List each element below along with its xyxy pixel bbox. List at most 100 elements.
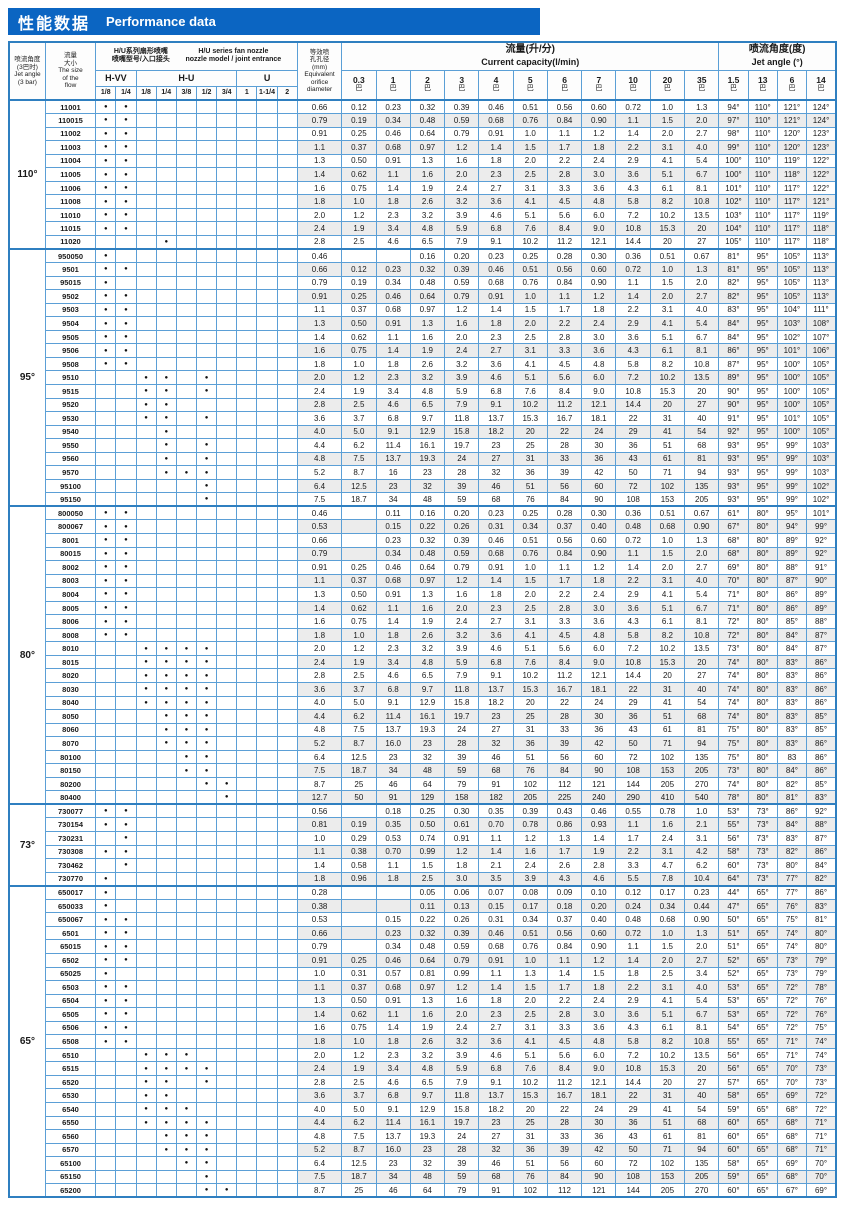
dot-cell-empty <box>195 99 218 115</box>
capacity-cell: 22 <box>546 1101 583 1117</box>
capacity-cell: 3.2 <box>444 194 480 209</box>
capacity-cell: 14.4 <box>615 1074 651 1090</box>
jet-angle-cell: 72° <box>806 1088 837 1103</box>
dot-cell-empty <box>236 952 258 968</box>
capacity-cell: 0.91 <box>478 560 514 575</box>
dot-cell-empty <box>236 424 258 440</box>
capacity-cell: 1.4 <box>375 180 411 196</box>
dot-cell-empty <box>236 980 258 995</box>
dot-cell-empty <box>155 763 177 778</box>
table-row: 8003 ● ● 1.1 0.37 0.68 0.97 1.2 1.4 1.5 1.7 1.8 2.2 3… <box>9 573 837 589</box>
capacity-cell: 0.55 <box>615 803 651 819</box>
dot-cell-empty <box>155 871 177 887</box>
jet-angle-cell: 73° <box>776 952 808 968</box>
table-row: 9570 ● ● ● 5.2 8.7 16 23 28 32 36 39 42 50 71 94 93° 95° 9… <box>9 465 837 480</box>
table-row: 650067 ● ● 0.53 0.15 0.22 0.26 0.31 0.34 0.37 0.40… <box>9 912 837 927</box>
capacity-cell: 0.64 <box>409 560 446 575</box>
capacity-cell: 0.78 <box>649 803 686 819</box>
capacity-cell: 19.7 <box>444 709 480 724</box>
capacity-cell: 0.97 <box>409 140 446 155</box>
capacity-cell: 1.4 <box>615 952 651 968</box>
model-cell: 8040 <box>44 695 97 711</box>
jet-angle-cell: 75° <box>806 1020 837 1036</box>
capacity-cell: 0.34 <box>375 113 411 128</box>
jet-angle-cell: 65° <box>747 1088 778 1103</box>
capacity-cell: 15.3 <box>649 384 686 399</box>
capacity-cell: 0.46 <box>478 262 514 277</box>
jet-angle-cell: 65° <box>747 1020 778 1036</box>
capacity-cell: 0.16 <box>409 505 446 521</box>
capacity-cell: 48 <box>409 1169 446 1185</box>
capacity-cell: 3.7 <box>341 1088 377 1103</box>
capacity-cell: 32 <box>409 749 446 765</box>
dot-cell-empty <box>276 329 298 345</box>
jet-angle-cell: 67° <box>776 1183 808 1198</box>
dot-cell-empty <box>135 912 157 927</box>
model-cell: 8008 <box>44 627 97 643</box>
dot-cell-empty <box>236 1156 258 1171</box>
capacity-cell: 24 <box>581 424 617 440</box>
connection-dot: ● <box>95 614 117 629</box>
pressure-col-header-unit: 巴 <box>423 85 431 93</box>
dot-cell-empty <box>256 627 278 643</box>
capacity-cell: 20 <box>649 668 686 683</box>
capacity-cell: 2.4 <box>581 316 617 331</box>
capacity-cell: 3.1 <box>649 844 686 860</box>
capacity-cell: 1.3 <box>409 993 446 1009</box>
capacity-cell: 1.0 <box>649 925 686 941</box>
table-row: 9504 ● ● 1.3 0.50 0.91 1.3 1.6 1.8 2.0 2.2 2.4 2.9 4.… <box>9 316 837 331</box>
dot-cell-empty <box>155 884 177 900</box>
dot-cell-empty <box>135 858 157 873</box>
connection-dot: ● <box>115 831 137 846</box>
jet-angle-cell: 84° <box>776 817 808 833</box>
orifice-en-3: diameter <box>306 86 333 93</box>
capacity-cell: 2.7 <box>684 126 720 142</box>
jet-angle-cell: 105° <box>718 234 749 250</box>
dot-cell-empty <box>236 600 258 616</box>
connection-dot: ● <box>135 1047 157 1063</box>
capacity-cell: 2.2 <box>546 587 583 602</box>
capacity-cell: 2.2 <box>615 302 651 318</box>
capacity-cell: 0.29 <box>341 831 377 846</box>
capacity-cell: 28 <box>546 438 583 453</box>
capacity-cell: 10.8 <box>615 1061 651 1076</box>
connection-dot: ● <box>95 505 117 521</box>
capacity-cell: 1.7 <box>546 302 583 318</box>
jet-angle-cell: 56° <box>718 1061 749 1076</box>
dot-cell-empty <box>175 451 197 467</box>
jet-angle-cell: 80° <box>806 939 837 954</box>
table-row: 110015 ● ● 0.79 0.19 0.34 0.48 0.59 0.68 0.76 0.84… <box>9 113 837 128</box>
jet-angle-cell: 107° <box>806 329 837 345</box>
capacity-cell: 135 <box>684 749 720 765</box>
jet-angle-cell: 100° <box>776 356 808 372</box>
capacity-cell: 1.2 <box>512 831 548 846</box>
capacity-cell: 3.3 <box>615 858 651 873</box>
dot-cell-empty <box>135 803 157 819</box>
capacity-cell: 3.4 <box>375 221 411 236</box>
dot-cell-empty <box>135 167 157 182</box>
dot-cell-empty <box>155 966 177 982</box>
dot-cell-empty <box>276 1034 298 1049</box>
capacity-cell: 1.0 <box>649 533 686 548</box>
jet-angle-cell: 83 <box>776 749 808 765</box>
dot-cell-empty <box>236 519 258 534</box>
orifice-diameter-cell: 8.7 <box>296 776 343 792</box>
pressure-col-header: 20 巴 <box>649 69 686 101</box>
capacity-cell: 8.4 <box>546 384 583 399</box>
dot-cell-empty <box>216 492 238 507</box>
dot-cell-empty <box>175 478 197 494</box>
capacity-cell: 20 <box>649 234 686 250</box>
capacity-cell: 32 <box>478 736 514 751</box>
dot-cell-empty <box>216 438 238 453</box>
orifice-diameter-cell: 0.38 <box>296 898 343 914</box>
jet-angle-cell: 95° <box>747 316 778 331</box>
dot-cell-empty <box>216 275 238 291</box>
capacity-cell: 68 <box>478 763 514 778</box>
dot-cell-empty <box>115 275 137 291</box>
dot-cell-empty <box>256 898 278 914</box>
dot-cell-empty <box>216 966 238 982</box>
capacity-cell: 1.2 <box>444 573 480 589</box>
dot-cell-empty <box>115 871 137 887</box>
model-cell: 9540 <box>44 424 97 440</box>
capacity-cell: 5.1 <box>512 370 548 385</box>
